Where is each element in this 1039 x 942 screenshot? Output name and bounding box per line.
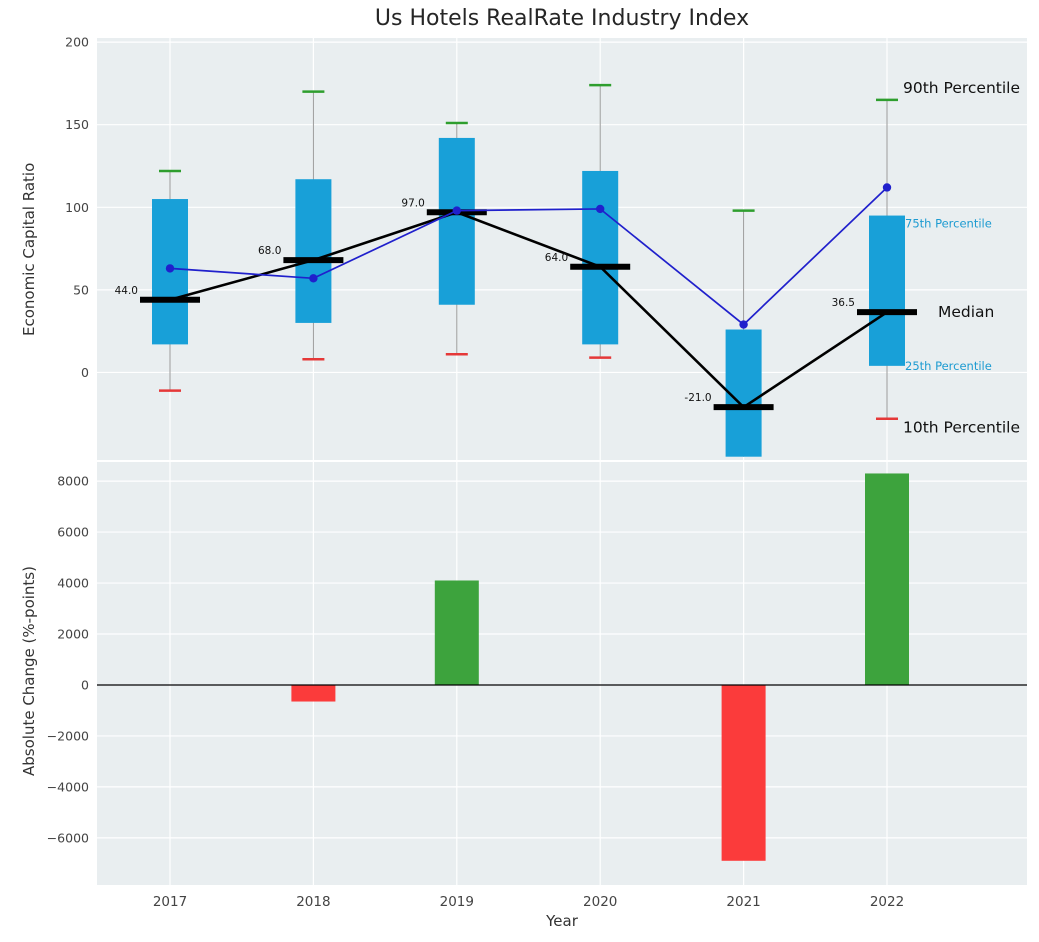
company-line bbox=[169, 186, 888, 326]
iqr-box-2021 bbox=[725, 329, 762, 457]
company-point-2022 bbox=[882, 183, 892, 192]
iqr-box-2022 bbox=[869, 215, 905, 366]
percentile-label-4: 10th Percentile bbox=[903, 419, 1020, 437]
median-value-label-2017: 44.0 bbox=[115, 285, 138, 297]
percentile-label-0: 90th Percentile bbox=[903, 79, 1020, 97]
x-tick-label: 2021 bbox=[726, 894, 760, 910]
y-tick-label-bottom: 2000 bbox=[57, 627, 89, 642]
company-point-2021 bbox=[739, 320, 748, 329]
y-tick-label-bottom: −6000 bbox=[47, 830, 89, 845]
median-value-label-2018: 68.0 bbox=[258, 245, 281, 257]
company-point-2017 bbox=[165, 264, 175, 273]
median-value-label-2019: 97.0 bbox=[401, 197, 424, 209]
company-point-2020 bbox=[596, 204, 605, 214]
change-bar-2019 bbox=[434, 580, 479, 685]
y-tick-label-bottom: 6000 bbox=[57, 525, 89, 540]
y-tick-label-bottom: 4000 bbox=[57, 576, 89, 591]
x-tick-label: 2019 bbox=[440, 894, 474, 910]
y-tick-label-top: 150 bbox=[65, 117, 89, 132]
x-tick-label: 2022 bbox=[870, 894, 904, 910]
y-tick-label-top: 50 bbox=[73, 282, 89, 297]
median-value-label-2020: 64.0 bbox=[545, 252, 568, 264]
chart-title: Us Hotels RealRate Industry Index bbox=[374, 6, 750, 31]
y-tick-label-bottom: 8000 bbox=[57, 474, 89, 489]
iqr-box-2018 bbox=[295, 179, 332, 323]
percentile-label-1: 75th Percentile bbox=[905, 217, 992, 231]
y-tick-label-top: 100 bbox=[65, 200, 89, 215]
x-tick-label: 2018 bbox=[296, 894, 330, 910]
percentile-label-2: Median bbox=[938, 303, 994, 321]
change-bar-2018 bbox=[291, 684, 336, 702]
x-tick-label: 2017 bbox=[153, 894, 187, 910]
median-value-label-2022: 36.5 bbox=[832, 297, 855, 309]
iqr-box-2020 bbox=[582, 170, 619, 345]
y-tick-label-bottom: −2000 bbox=[47, 728, 89, 743]
company-point-2019 bbox=[452, 206, 461, 215]
y-tick-label-bottom: 0 bbox=[81, 677, 89, 692]
y-tick-label-top: 200 bbox=[65, 35, 89, 50]
x-tick-label: 2020 bbox=[583, 894, 617, 910]
median-trend-line bbox=[169, 210, 888, 409]
y-tick-label-bottom: −4000 bbox=[47, 779, 89, 794]
y-tick-label-top: 0 bbox=[81, 365, 89, 380]
iqr-box-2019 bbox=[438, 137, 475, 305]
change-bar-2022 bbox=[865, 473, 909, 685]
company-point-2018 bbox=[309, 274, 318, 283]
median-value-label-2021: -21.0 bbox=[684, 392, 711, 404]
percentile-label-3: 25th Percentile bbox=[905, 359, 992, 373]
x-axis-label: Year bbox=[546, 912, 578, 930]
change-bar-2021 bbox=[721, 684, 766, 861]
